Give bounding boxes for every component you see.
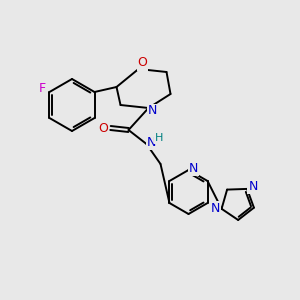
Text: N: N [148, 104, 157, 118]
Text: H: H [155, 133, 164, 143]
Text: O: O [138, 56, 148, 70]
Text: F: F [39, 82, 46, 94]
Text: O: O [99, 122, 109, 134]
Text: N: N [147, 136, 156, 148]
Text: N: N [189, 161, 198, 175]
Text: N: N [211, 202, 220, 215]
Text: N: N [248, 180, 258, 194]
